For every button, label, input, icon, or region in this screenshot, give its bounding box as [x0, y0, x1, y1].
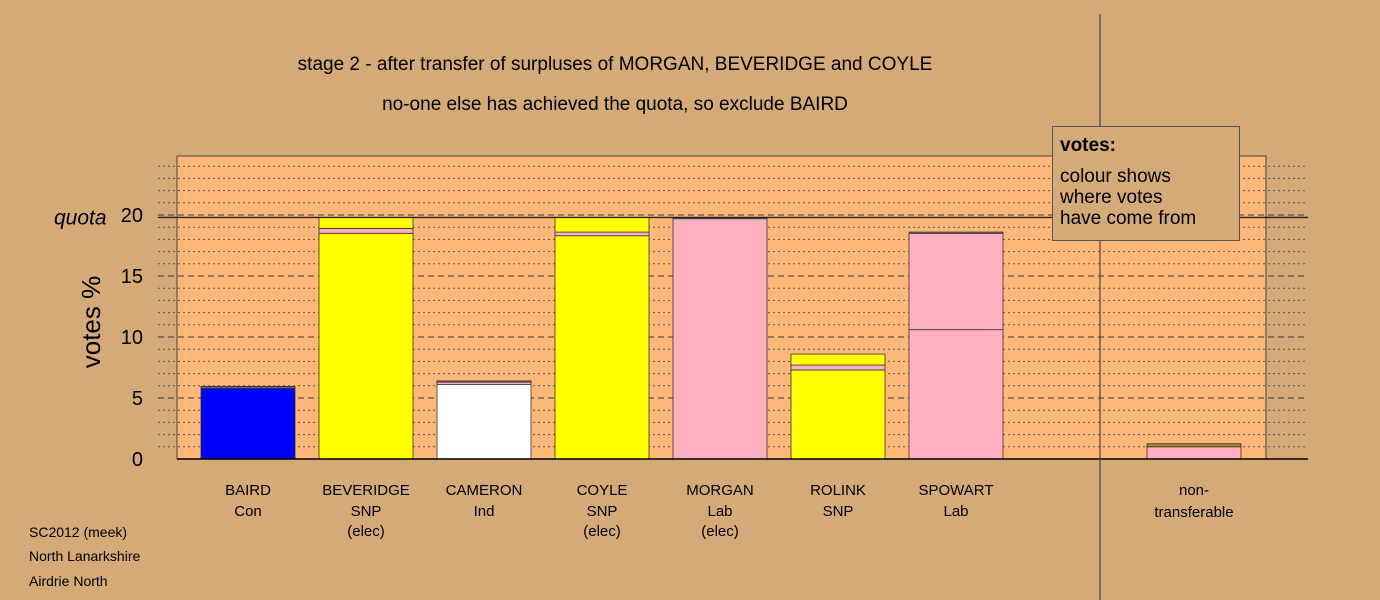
x-tick-note: (elec): [701, 523, 739, 540]
bar-segment: [318, 228, 414, 234]
footer-council: North Lanarkshire: [29, 548, 141, 564]
bar-segment: [908, 232, 1004, 331]
bar-segment: [200, 387, 296, 460]
bar-segment: [318, 232, 414, 460]
footer-ward: Airdrie North: [29, 573, 108, 589]
bar-segment: [672, 218, 768, 460]
y-tick-label: 5: [132, 388, 143, 410]
x-tick-party: Lab: [707, 503, 732, 520]
chart-subtitle: no-one else has achieved the quota, so e…: [382, 94, 848, 115]
x-tick-label: BEVERIDGE: [322, 482, 410, 499]
bar-segment: [790, 353, 886, 366]
x-tick-party: Ind: [474, 503, 495, 520]
x-tick-party: SNP: [351, 503, 382, 520]
y-tick-label: 15: [121, 266, 143, 288]
y-axis-label: votes %: [76, 276, 106, 369]
legend-title: votes:: [1060, 135, 1116, 156]
bar-segment: [790, 369, 886, 460]
bar-segment: [908, 231, 1004, 234]
x-tick-label: CAMERON: [446, 482, 523, 499]
y-tick-label: 10: [121, 327, 143, 349]
x-tick-label: MORGAN: [686, 482, 754, 499]
legend-line: colour shows: [1060, 166, 1171, 187]
x-tick-label: SPOWART: [918, 482, 993, 499]
x-tick-party: Con: [234, 503, 262, 520]
legend-line: have come from: [1060, 208, 1197, 229]
legend-line: where votes: [1060, 187, 1163, 208]
quota-label: quota: [54, 206, 107, 229]
bar-segment: [908, 329, 1004, 460]
bar-segment: [1146, 443, 1242, 448]
x-tick-label: COYLE: [577, 482, 628, 499]
bar-segment: [554, 235, 650, 460]
footer-method: SC2012 (meek): [29, 524, 128, 540]
x-tick-label: transferable: [1154, 504, 1233, 521]
y-tick-label: 20: [121, 205, 143, 227]
x-tick-party: SNP: [823, 503, 854, 520]
bar-segment: [554, 231, 650, 237]
bar-segment: [318, 217, 414, 229]
x-tick-note: (elec): [347, 523, 385, 540]
legend: votes: colour shows where votes have com…: [1052, 126, 1240, 241]
x-tick-label: ROLINK: [810, 482, 866, 499]
bar-segment: [790, 364, 886, 371]
bar-segment: [436, 380, 532, 383]
x-tick-party: SNP: [587, 503, 618, 520]
bar-segment: [554, 217, 650, 233]
x-tick-label: non-: [1179, 482, 1209, 499]
bar-segment: [200, 386, 296, 388]
x-tick-party: Lab: [943, 503, 968, 520]
bar-segment: [1146, 446, 1242, 460]
bar-segment: [436, 384, 532, 460]
x-tick-label: BAIRD: [225, 482, 271, 499]
y-tick-label: 0: [132, 449, 143, 471]
chart-title: stage 2 - after transfer of surpluses of…: [297, 54, 933, 75]
x-tick-note: (elec): [583, 523, 621, 540]
